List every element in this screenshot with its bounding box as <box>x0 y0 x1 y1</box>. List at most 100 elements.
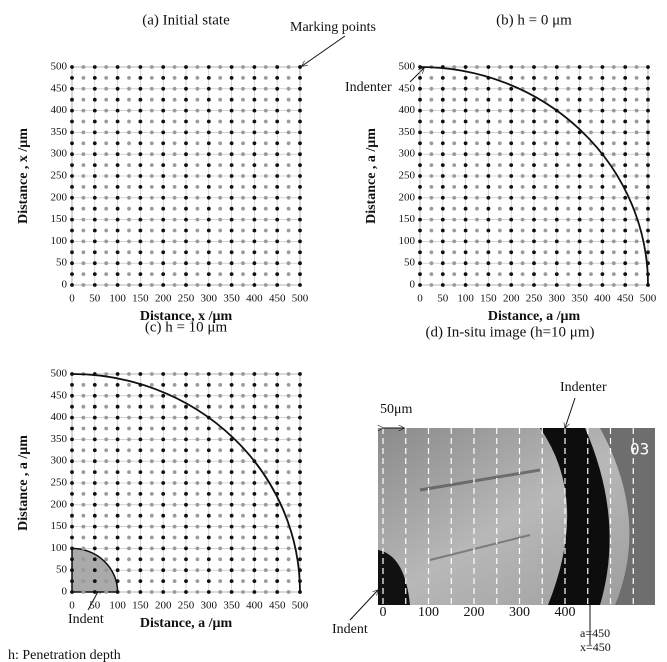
marking-point <box>497 163 502 168</box>
marking-point <box>486 163 491 168</box>
marking-point <box>486 174 491 178</box>
marking-point <box>275 557 280 562</box>
marking-point <box>600 141 605 146</box>
marking-point <box>127 557 131 562</box>
marking-point <box>70 415 74 420</box>
marking-point <box>252 426 257 431</box>
marking-point <box>81 513 86 518</box>
marking-point <box>623 65 628 69</box>
marking-point <box>127 481 131 485</box>
marking-point <box>298 206 302 211</box>
marking-point <box>70 206 74 211</box>
marking-point <box>229 557 234 562</box>
marking-point <box>286 404 291 409</box>
marking-point <box>184 372 188 376</box>
x-tick-label: 50 <box>89 600 101 612</box>
marking-point <box>497 217 502 222</box>
marking-point <box>206 272 211 276</box>
marking-point <box>429 76 434 80</box>
marking-point <box>577 163 582 168</box>
marking-point <box>429 108 434 113</box>
marking-point <box>138 535 143 540</box>
marking-point <box>429 239 434 244</box>
marking-point <box>172 283 177 287</box>
marking-point <box>497 239 502 244</box>
marking-point <box>577 261 582 266</box>
marking-point <box>252 261 257 266</box>
marking-point <box>440 239 445 244</box>
marking-point <box>298 163 302 168</box>
y-tick-label: 50 <box>56 564 68 576</box>
marking-point <box>252 141 257 146</box>
marking-point <box>149 448 154 453</box>
marking-point <box>241 272 245 276</box>
marking-point <box>241 195 245 200</box>
marking-point <box>229 481 234 485</box>
marking-point <box>115 119 120 124</box>
y-tick-label: 250 <box>51 477 68 489</box>
marking-point <box>218 206 223 211</box>
marking-point <box>172 557 177 562</box>
marking-point <box>475 174 479 178</box>
marking-point <box>172 546 177 551</box>
marking-point <box>115 86 120 91</box>
marking-point <box>600 239 605 244</box>
marking-point <box>252 393 257 398</box>
marking-point <box>440 76 445 80</box>
marking-point <box>184 152 188 157</box>
marking-point <box>149 283 154 287</box>
marking-point <box>611 86 616 91</box>
marking-point <box>577 108 582 113</box>
marking-point <box>611 283 616 287</box>
marking-point <box>263 261 268 266</box>
marking-point <box>70 393 74 398</box>
marking-point <box>81 108 86 113</box>
marking-point <box>206 535 211 540</box>
marking-point <box>286 228 291 233</box>
marking-point <box>475 76 479 80</box>
marking-point <box>554 217 559 222</box>
marking-point <box>70 228 74 233</box>
marking-point <box>520 261 525 266</box>
marking-point <box>440 283 445 287</box>
marking-point <box>149 141 154 146</box>
marking-point <box>252 524 257 529</box>
marking-point <box>241 459 245 464</box>
marking-point <box>241 217 245 222</box>
marking-point <box>218 481 223 485</box>
marking-point <box>184 535 188 540</box>
marking-point <box>475 283 479 287</box>
marking-point <box>115 404 120 409</box>
marking-point <box>589 185 593 189</box>
marking-point <box>429 86 434 91</box>
marking-point <box>532 152 536 157</box>
marking-point <box>509 217 514 222</box>
marking-point <box>252 174 257 178</box>
marking-point <box>92 272 97 276</box>
marking-point <box>184 426 188 431</box>
marking-point <box>184 228 188 233</box>
marking-point <box>127 86 131 91</box>
marking-point <box>92 250 97 255</box>
marking-point <box>184 393 188 398</box>
marking-point <box>543 97 548 102</box>
marking-point <box>218 513 223 518</box>
marking-point <box>115 426 120 431</box>
marking-point <box>241 261 245 266</box>
marking-point <box>149 557 154 562</box>
marking-point <box>161 459 166 464</box>
marking-point <box>263 119 268 124</box>
marking-point <box>486 272 491 276</box>
marking-point <box>497 185 502 189</box>
marking-point <box>429 283 434 287</box>
marking-point <box>275 470 280 474</box>
marking-point <box>92 557 97 562</box>
marking-point <box>623 76 628 80</box>
marking-point <box>172 206 177 211</box>
marking-point <box>298 459 302 464</box>
marking-point <box>229 86 234 91</box>
marking-point <box>195 76 200 80</box>
marking-point <box>252 119 257 124</box>
marking-point <box>81 65 86 69</box>
y-axis-label: Distance , x /μm <box>16 128 31 224</box>
